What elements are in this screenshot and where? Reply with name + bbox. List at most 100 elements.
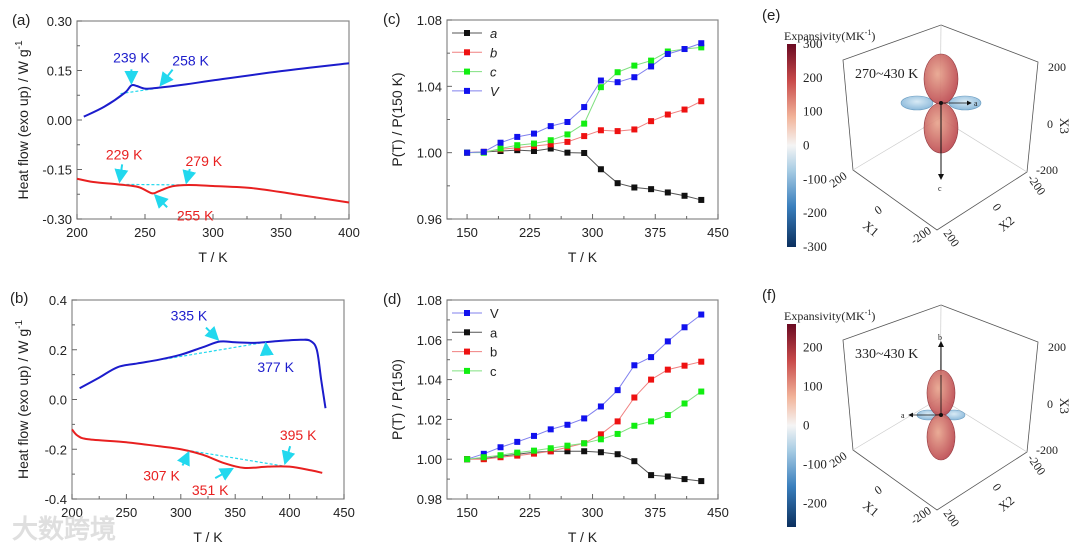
- colorbar-title-sup: -1: [865, 28, 872, 37]
- y-tick-label: 1.02: [417, 412, 442, 427]
- data-point-b: [698, 98, 705, 105]
- x-tick-label: 225: [519, 225, 541, 240]
- data-point-a: [631, 184, 638, 191]
- y-axis-label-text: Heat flow (exo up) / W g: [15, 49, 31, 199]
- y-axis-label-text: P(T) / P(150): [389, 359, 405, 440]
- annotation-label: 307 K: [143, 467, 180, 483]
- panel-a: (a) 200 250 300 350 400 -0.30 -0.15 0.00 0.15 0.30…: [12, 12, 360, 265]
- colorbar-title: Expansivity(MK-1): [784, 28, 875, 43]
- positive-lobe: [923, 53, 959, 105]
- panel-label: (e): [762, 7, 780, 24]
- axis-label-a: a: [901, 411, 905, 420]
- x-tick-label: 450: [333, 505, 355, 520]
- temperature-range-label: 330~430 K: [855, 347, 918, 362]
- temperature-range-label: 270~430 K: [855, 67, 918, 82]
- data-point-b: [648, 376, 655, 383]
- data-point-b: [631, 126, 638, 133]
- data-point-V: [664, 50, 671, 57]
- data-point-a: [614, 180, 621, 187]
- data-point-b: [614, 418, 621, 425]
- x-axis-label: T / K: [193, 529, 223, 545]
- panel-d: (d) 150 225 300 375 450 0.98 1.00 1.02 1.04 1.06 1.…: [383, 291, 729, 545]
- legend-marker: [464, 30, 470, 36]
- data-point-c: [547, 137, 554, 144]
- colorbar-tick-label: -200: [803, 496, 827, 511]
- legend-label: b: [490, 345, 497, 360]
- x-axis-label: T / K: [568, 249, 598, 265]
- legend-marker: [464, 329, 470, 336]
- data-point-a: [648, 186, 655, 193]
- colorbar-title-close: ): [871, 309, 875, 323]
- data-point-c: [597, 436, 604, 443]
- data-point-b: [681, 362, 688, 369]
- y-tick-label: 0.98: [417, 492, 442, 507]
- data-point-b: [597, 127, 604, 134]
- x-tick-label: 300: [170, 505, 192, 520]
- x-tick-label: 200: [61, 505, 83, 520]
- x-tick-label: 250: [134, 225, 156, 240]
- y-tick-label: 0.96: [417, 212, 442, 227]
- y-tick-label: 1.08: [417, 13, 442, 28]
- data-point-V: [564, 118, 571, 125]
- data-point-V: [614, 79, 621, 86]
- data-point-V: [514, 438, 521, 445]
- x-tick-label: 450: [707, 225, 729, 240]
- y-tick-label: 1.06: [417, 333, 442, 348]
- colorbar-title-sup: -1: [865, 308, 872, 317]
- data-point-a: [564, 149, 571, 156]
- x-tick-label: 300: [582, 505, 604, 520]
- annotation-arrow: [159, 69, 174, 87]
- legend-marker: [464, 367, 470, 374]
- x3-tick: 0: [1047, 397, 1053, 411]
- panel-f: (f)Expansivity(MK-1)2001000-100-2002000-…: [762, 287, 1072, 529]
- colorbar-tick-label: 0: [803, 418, 810, 433]
- data-point-c: [564, 131, 571, 138]
- data-point-c: [631, 62, 638, 69]
- data-point-a: [631, 458, 638, 465]
- data-point-V: [648, 354, 655, 361]
- baseline-dashed: [120, 87, 162, 95]
- y-axis-label: Heat flow (exo up) / W g-1: [14, 320, 31, 480]
- data-point-V: [514, 133, 521, 140]
- x-tick-label: 350: [270, 225, 292, 240]
- data-point-V: [480, 450, 487, 457]
- panel-label: (a): [12, 12, 30, 29]
- data-point-c: [530, 447, 537, 454]
- origin-dot: [939, 101, 943, 105]
- x3-axis-label: X3: [1057, 118, 1072, 134]
- x-tick-label: 400: [338, 225, 360, 240]
- legend-label: c: [490, 65, 497, 80]
- y-tick-label: 1.08: [417, 293, 442, 308]
- x1-tick: 200: [827, 169, 850, 191]
- data-point-c: [564, 442, 571, 449]
- data-point-V: [614, 387, 621, 394]
- data-point-c: [597, 84, 604, 91]
- x-axis-label: T / K: [198, 249, 228, 265]
- data-point-a: [698, 196, 705, 203]
- data-point-c: [514, 449, 521, 456]
- y-axis-label: P(T) / P(150): [389, 359, 405, 440]
- legend-label: c: [490, 364, 497, 379]
- panel-e: (e)Expansivity(MK-1)3002001000-100-200-3…: [762, 7, 1072, 254]
- legend-label: a: [490, 26, 497, 41]
- data-point-b: [597, 431, 604, 438]
- x-tick-label: 350: [224, 505, 246, 520]
- colorbar-tick-label: 200: [803, 339, 823, 354]
- data-point-b: [664, 366, 671, 373]
- x1-axis-label: X1: [860, 498, 882, 520]
- data-point-V: [631, 362, 638, 369]
- data-point-a: [681, 192, 688, 199]
- origin-dot: [939, 413, 943, 417]
- curve-heating: [79, 338, 327, 409]
- data-point-V: [681, 324, 688, 331]
- x3-tick: 0: [1047, 117, 1053, 131]
- x-tick-label: 375: [644, 505, 666, 520]
- cube-back-edge: [939, 397, 1028, 453]
- data-point-V: [547, 123, 554, 130]
- panel-c: (c) 150 225 300 375 450 0.96 1.00 1.04 1.08 T / K P…: [383, 11, 729, 265]
- y-tick-label: -0.30: [42, 212, 72, 227]
- data-point-a: [614, 451, 621, 458]
- legend-label: V: [490, 306, 499, 321]
- x-tick-label: 150: [456, 505, 478, 520]
- plot-frame: [446, 299, 719, 500]
